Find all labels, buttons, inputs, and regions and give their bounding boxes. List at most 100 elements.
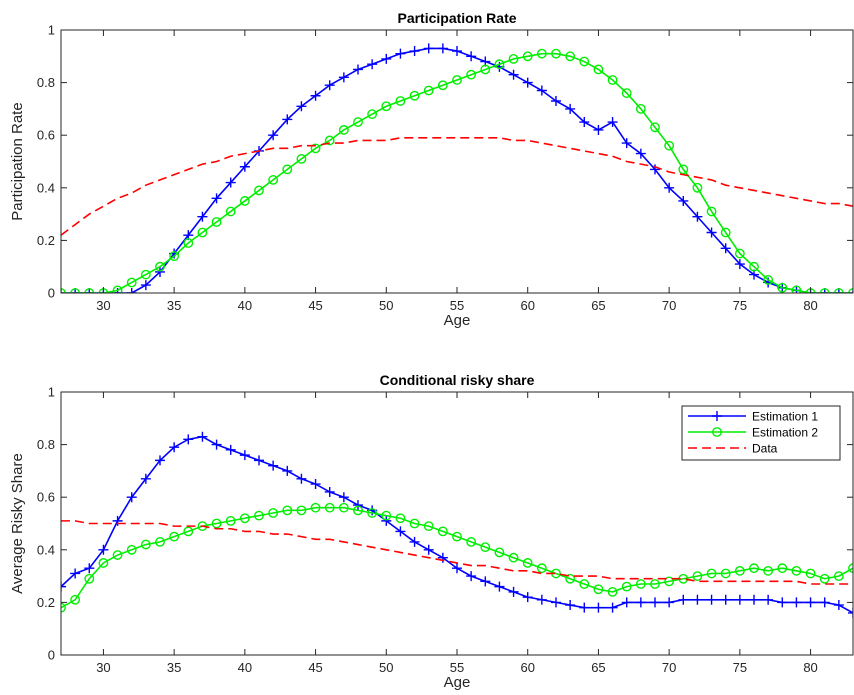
chart1-series-estimation-1-point-49	[367, 59, 378, 70]
chart2-series-estimation-1-point-67	[621, 597, 632, 608]
chart2-series-estimation-2-point-59	[508, 552, 519, 563]
chart1-series-estimation-1-point-61	[536, 85, 547, 96]
chart1-series-estimation-2-point-61	[536, 48, 547, 59]
chart2-series-estimation-2-point-51	[395, 513, 406, 524]
chart2-series-estimation-2-point-57	[480, 542, 491, 553]
chart1-series-estimation-1-point-42	[268, 130, 279, 141]
chart1-series-estimation-2-point-51	[395, 96, 406, 106]
chart1-series-estimation-1-point-66	[607, 117, 618, 128]
chart2-legend: Estimation 1 Estimation 2 Data	[681, 405, 841, 461]
chart2-legend-estimation-2-label: Estimation 2	[752, 426, 818, 440]
chart1-xtick-label-35: 35	[167, 298, 181, 313]
chart1-series-estimation-2-point-49	[367, 109, 378, 120]
chart2-series-estimation-2-point-56	[466, 537, 477, 547]
chart2-series-estimation-2-point-66	[607, 586, 618, 597]
chart2-series-estimation-2-point-72	[692, 571, 703, 581]
chart2-series-estimation-1-point-36	[183, 434, 194, 445]
chart2-series-estimation-2-point-60	[522, 558, 533, 568]
chart1-series-estimation-1-point-71	[678, 195, 689, 206]
chart1-series-estimation-1-point-50	[381, 53, 392, 64]
chart1-series-estimation-2-point-78	[777, 282, 788, 293]
chart2-series-estimation-2-point-27	[61, 602, 66, 613]
chart1-series-estimation-1-point-52	[409, 46, 420, 57]
chart1-series-estimation-1-point-82	[833, 288, 844, 293]
chart2-series-estimation-1-point-28	[70, 568, 81, 579]
chart2-series-estimation-1-point-57	[480, 576, 491, 587]
chart2-series-estimation-1-point-75	[734, 594, 745, 605]
chart2-series-estimation-2-point-65	[593, 584, 604, 595]
chart2-series-estimation-1-point-51	[395, 526, 406, 537]
chart2-series-estimation-2-point-49	[367, 508, 378, 518]
chart2: 30 35 40 45 50 55 60 65 70 75 80 0 0.2 0.4 0.6 0.8 1 Cond…	[9, 372, 854, 691]
chart2-series-estimation-1-point-40	[239, 450, 250, 461]
chart2-series-estimation-1-point-78	[777, 597, 788, 608]
chart2-series-estimation-1-point-48	[353, 500, 363, 511]
chart2-series-estimation-1-point-68	[635, 597, 646, 608]
chart1-series-estimation-1-point-74	[720, 243, 731, 254]
chart2-series-estimation-1-point-81	[819, 597, 830, 608]
chart2-series-estimation-2-point-69	[650, 579, 660, 589]
chart2-xtick-label-75: 75	[733, 660, 747, 675]
chart2-xtick-label-30: 30	[96, 660, 110, 675]
chart2-series-estimation-1-point-72	[692, 594, 703, 605]
chart2-series-estimation-1-point-32	[126, 492, 137, 503]
chart1-xtick-label-60: 60	[520, 298, 534, 313]
chart2-legend-estimation-2-marker	[712, 427, 722, 437]
chart2-series-estimation-2-point-76	[749, 563, 759, 574]
chart2-series-estimation-2-point-61	[536, 563, 547, 574]
chart1-series-estimation-1-point-81	[819, 288, 830, 293]
chart1-series-estimation-2-point-71	[678, 164, 689, 175]
chart2-ytick-label-4: 0.8	[37, 437, 55, 452]
chart1-series-estimation-2-point-60	[522, 51, 533, 62]
chart1-series-estimation-2-point-63	[565, 51, 576, 62]
chart2-series-estimation-2-point-38	[211, 518, 222, 529]
chart2-series-estimation-2-point-30	[98, 558, 109, 568]
chart2-series-estimation-2-point-43	[282, 505, 293, 516]
chart2-series-estimation-1-point-55	[452, 563, 462, 574]
chart2-series-estimation-1-point-80	[805, 597, 816, 608]
chart1-series-estimation-1-point-68	[635, 148, 646, 159]
chart2-series-estimation-2-point-78	[777, 563, 788, 574]
chart2-series-estimation-2-point-36	[183, 526, 194, 537]
chart2-series-estimation-1-point-61	[536, 594, 547, 605]
chart1-series-estimation-2-point-31	[112, 285, 123, 293]
chart1-series-estimation-2-point-79	[791, 285, 802, 293]
chart2-series-estimation-2-point-82	[833, 571, 844, 581]
chart2-xtick-label-35: 35	[167, 660, 181, 675]
chart1-series-group	[61, 43, 853, 293]
chart1-xtick-label-55: 55	[450, 298, 464, 313]
chart1-series-estimation-2-point-52	[409, 90, 420, 101]
chart1-xlabel: Age	[444, 312, 471, 329]
chart1-series-estimation-2-point-40	[239, 196, 250, 206]
chart1-series-estimation-1-point-51	[395, 48, 406, 59]
chart2-series-estimation-2-point-67	[621, 581, 632, 592]
chart2-series-group	[61, 431, 853, 618]
chart2-series-estimation-2-point-31	[112, 550, 123, 560]
chart2-series-estimation-1-point-69	[650, 597, 660, 608]
chart2-series-estimation-2-point-47	[338, 502, 349, 513]
chart1-series-estimation-1-point-54	[437, 43, 448, 54]
chart2-xtick-label-45: 45	[308, 660, 322, 675]
chart1-series-estimation-2-point-68	[635, 104, 646, 114]
chart2-series-estimation-1-point-33	[140, 473, 151, 484]
chart2-series-estimation-2-point-79	[791, 565, 802, 576]
chart2-series-estimation-2-point-75	[734, 565, 745, 576]
chart2-series-estimation-1-point-71	[678, 594, 689, 605]
chart2-series-estimation-2-point-54	[437, 526, 448, 537]
chart2-series-estimation-1-point-45	[310, 479, 321, 490]
chart2-series-estimation-1-point-59	[508, 586, 519, 597]
chart1-ytick-label-0: 0	[48, 286, 55, 301]
chart2-xtick-label-60: 60	[520, 660, 534, 675]
chart1-series-estimation-2-point-66	[607, 75, 618, 85]
chart2-xtick-label-80: 80	[803, 660, 817, 675]
chart2-series-estimation-1-point-50	[381, 515, 392, 526]
chart1-series-estimation-1-point-56	[466, 51, 477, 62]
chart1-series-estimation-1-point-43	[282, 114, 293, 125]
chart1-xtick-label-45: 45	[308, 298, 322, 313]
chart2-ytick-label-0: 0	[48, 648, 55, 663]
chart2-series-estimation-1-point-76	[749, 594, 759, 605]
chart1-series-estimation-1-point-40	[239, 161, 250, 172]
chart2-series-estimation-2-point-63	[565, 573, 576, 584]
chart2-series-estimation-2-point-41	[254, 510, 264, 521]
